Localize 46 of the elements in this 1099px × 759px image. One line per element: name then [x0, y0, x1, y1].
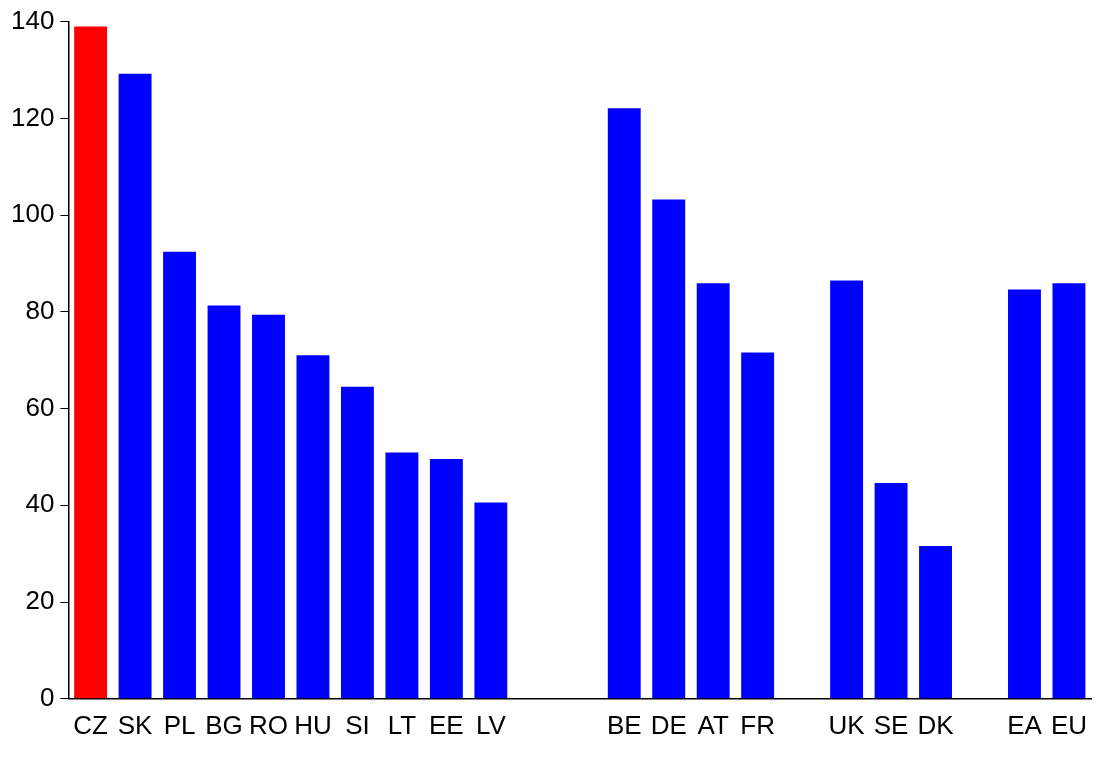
y-tick-label: 80 — [25, 295, 55, 325]
bar — [340, 386, 374, 699]
x-tick-label: UK — [828, 709, 866, 740]
bar — [163, 251, 197, 699]
x-tick-label: CZ — [73, 709, 109, 740]
x-tick-label: RO — [248, 709, 288, 740]
x-tick-label: BG — [205, 709, 243, 740]
x-tick-label: SE — [873, 709, 909, 740]
bar — [919, 545, 952, 699]
bar — [429, 458, 463, 699]
y-tick-label: 0 — [39, 681, 55, 712]
bar — [207, 305, 241, 699]
bar — [652, 199, 686, 699]
y-tick-label: 40 — [25, 488, 55, 519]
y-tick-label: 60 — [25, 391, 55, 422]
x-tick-label: BE — [606, 709, 642, 740]
bar — [474, 502, 508, 699]
bar — [1008, 289, 1041, 699]
x-tick-label: EE — [429, 709, 464, 740]
x-tick-label: SI — [345, 709, 370, 740]
bar — [296, 355, 330, 699]
x-tick-label: FR — [740, 709, 775, 740]
y-tick-label: 100 — [10, 198, 55, 229]
bar — [607, 108, 641, 699]
y-tick-label: 120 — [10, 101, 55, 132]
x-tick-label: DE — [650, 709, 687, 740]
y-tick-label: 20 — [25, 585, 55, 616]
x-tick-label: EU — [1050, 709, 1087, 740]
x-tick-label: DK — [917, 709, 955, 740]
x-tick-label: LV — [475, 709, 507, 740]
bar — [741, 352, 775, 699]
bar — [74, 26, 108, 699]
x-tick-label: HU — [294, 709, 332, 740]
bar — [696, 283, 730, 699]
bar — [252, 314, 285, 699]
bar — [874, 483, 908, 699]
x-tick-label: PL — [163, 709, 196, 740]
x-tick-label: LT — [387, 709, 417, 740]
x-tick-label: EA — [1007, 709, 1043, 740]
bar — [830, 280, 864, 699]
x-tick-label: SK — [117, 709, 154, 740]
bar — [385, 452, 419, 699]
bar — [1052, 283, 1086, 699]
bar — [118, 73, 152, 699]
x-tick-label: AT — [697, 709, 729, 740]
y-tick-label: 140 — [10, 4, 55, 35]
